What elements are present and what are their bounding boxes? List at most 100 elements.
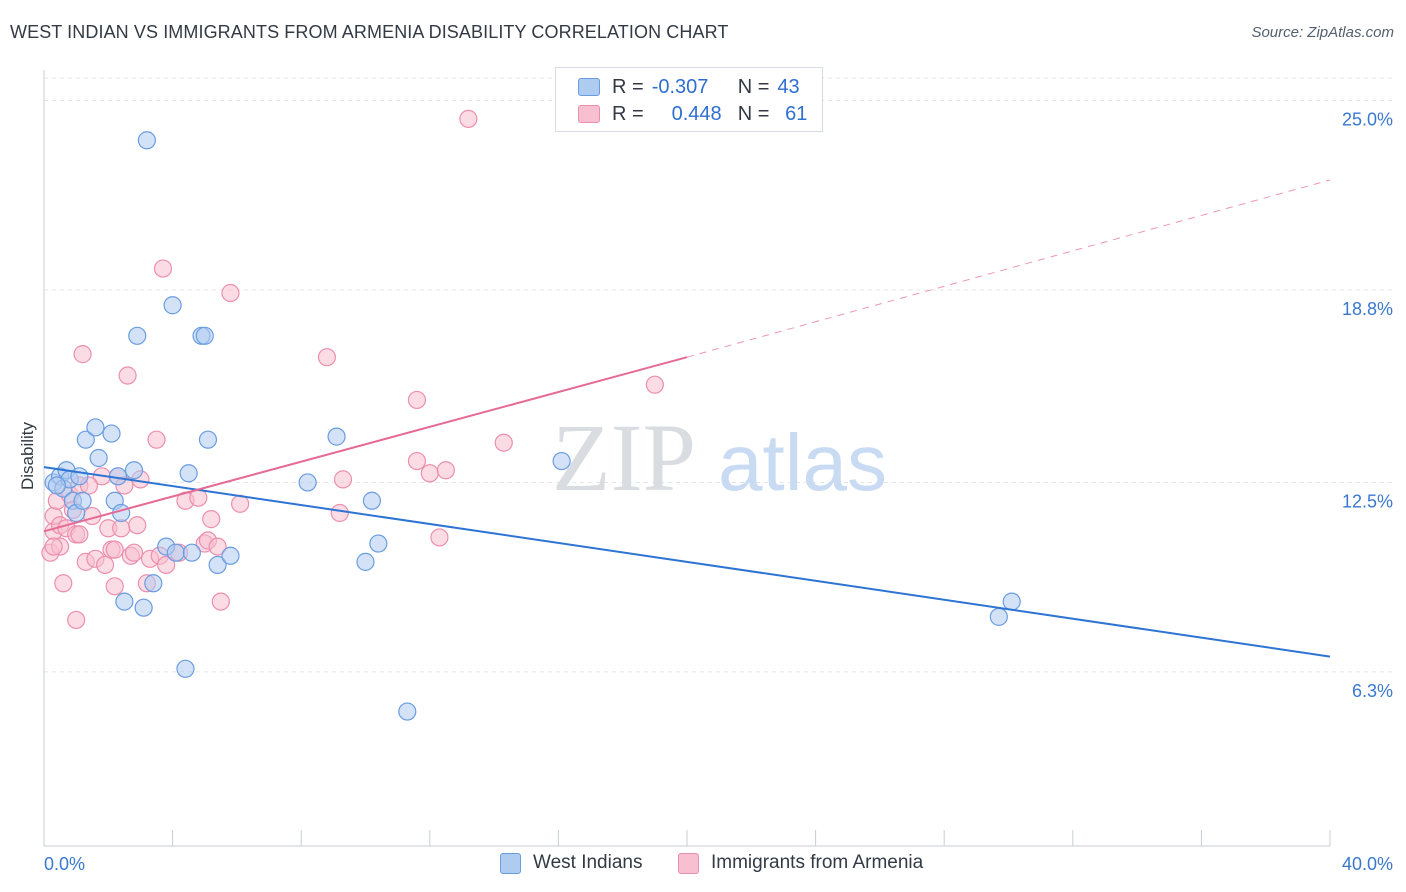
legend-item-west-indians[interactable]: West Indians [500,852,642,874]
west-indian-point [163,296,182,315]
legend-swatch-pink [578,105,600,123]
armenia-point [333,470,353,489]
west-indian-point [362,491,382,510]
armenia-point [44,537,63,556]
west-indian-point [124,461,144,480]
armenia-point [112,519,131,538]
armenia-point [147,430,166,449]
armenia-trend-extension [686,179,1331,358]
y-axis-label: Disability [18,421,37,490]
legend-series-name: West Indians [533,852,643,873]
west-indian-point [208,555,227,575]
correlation-legend: R = -0.307 N = 43 R = 0.448 N = 61 [555,67,823,132]
pink-series-points [41,109,664,630]
armenia-point [494,433,513,452]
armenia-point [124,543,144,562]
west-indian-point [176,659,195,678]
west-indian-point [221,546,240,565]
legend-r-label: R = [612,75,644,98]
west-indian-point [47,476,66,495]
armenia-point [157,555,176,575]
armenia-point [105,577,124,596]
legend-r-label: R = [612,102,644,125]
armenia-point [330,503,349,523]
armenia-point [105,540,124,559]
west-indian-point [1002,592,1021,611]
legend-swatch-pink [678,852,699,874]
west-indian-point [195,326,214,345]
legend-item-armenia[interactable]: Immigrants from Armenia [678,852,923,874]
legend-n-value: 43 [777,75,800,98]
west-indian-point [166,543,185,562]
armenia-point [430,528,449,547]
series-legend: West Indians Immigrants from Armenia [0,852,1406,878]
west-indian-point [102,424,121,443]
armenia-point [317,348,337,367]
y-tick-label: 6.3% [1352,681,1393,701]
west-indian-point [115,592,134,611]
legend-swatch-blue [500,852,521,874]
armenia-point [221,283,240,303]
legend-n-label: N = [737,102,770,125]
watermark: ZIP atlas [552,404,887,511]
armenia-point [54,574,73,593]
west-indian-point [327,427,346,446]
legend-series-name: Immigrants from Armenia [711,852,924,873]
armenia-point [645,375,664,394]
legend-row-armenia: R = 0.448 N = 61 [578,101,807,127]
grid-lines [44,77,1392,673]
armenia-point [211,592,230,611]
source-label: Source: ZipAtlas.com [1251,24,1394,41]
armenia-point [407,451,427,471]
armenia-point [436,461,455,480]
armenia-point [128,516,147,535]
x-tick-label: 40.0% [1342,854,1393,874]
west-indian-point [552,451,571,471]
armenia-point [153,259,173,278]
armenia-point [95,555,115,575]
legend-r-value: -0.307 [651,75,709,98]
armenia-point [73,345,92,364]
armenia-point [118,366,137,385]
legend-row-west-indians: R = -0.307 N = 43 [578,74,800,100]
west-indian-point [89,448,108,468]
trend-lines [43,179,1331,658]
west-indian-point [76,430,95,449]
armenia-point [70,525,89,544]
armenia-point [407,390,427,410]
watermark-zip: ZIP [552,404,696,511]
x-tick-label: 0.0% [44,854,85,874]
y-tick-label: 25.0% [1342,110,1393,130]
west-indian-point [137,131,156,150]
y-tick-label: 12.5% [1342,491,1393,511]
west-indian-point [134,598,153,617]
west-indian-point [369,534,388,553]
west-indian-point [73,491,92,510]
west-indian-trend-line [43,466,1331,658]
legend-swatch-blue [578,78,600,96]
armenia-point [420,464,439,483]
armenia-point [208,537,227,556]
blue-series-points [44,131,1021,721]
west-indian-point [298,473,317,492]
armenia-trend-line [43,356,688,533]
west-indian-point [989,607,1008,626]
west-indian-point [144,574,163,593]
legend-n-label: N = [737,75,770,98]
chart-title: WEST INDIAN VS IMMIGRANTS FROM ARMENIA D… [10,22,729,42]
west-indian-point [179,464,198,483]
y-tick-label: 18.8% [1342,299,1393,319]
armenia-point [459,109,478,128]
west-indian-point [198,430,218,449]
tick-labels: 6.3% 12.5% 18.8% 25.0% 0.0% 40.0% [44,110,1393,874]
west-indian-point [356,552,375,571]
axes [43,70,1331,847]
armenia-point [67,610,86,630]
west-indian-point [70,467,89,486]
legend-n-value: 61 [785,102,808,125]
watermark-atlas: atlas [718,418,887,507]
west-indian-point [182,543,201,562]
legend-r-value: 0.448 [671,102,722,125]
west-indian-point [86,418,105,437]
